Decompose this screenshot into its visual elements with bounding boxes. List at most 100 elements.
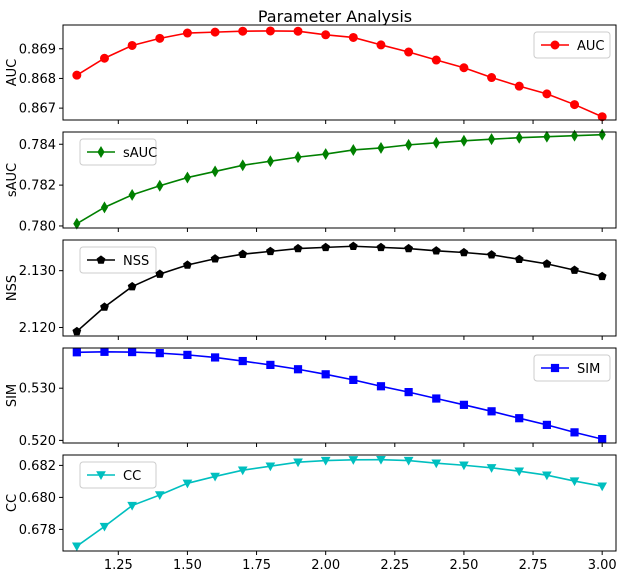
nss-data-point: [542, 259, 552, 268]
sauc-data-point: [211, 165, 219, 178]
cc-series-line: [76, 458, 603, 547]
nss-data-point: [238, 249, 248, 258]
sim-data-point: [349, 375, 358, 384]
y-tick-label: 0.867: [19, 102, 56, 117]
legend-label: SIM: [577, 362, 600, 377]
auc-series-line: [76, 30, 603, 118]
sauc-data-point: [405, 138, 413, 151]
nss-data-point: [183, 260, 192, 269]
nss-data-point: [459, 247, 469, 257]
sim-data-point: [321, 370, 330, 379]
sauc-data-point: [239, 159, 247, 172]
auc-data-point: [514, 81, 524, 91]
nss-data-point: [127, 281, 137, 291]
sauc-data-point: [570, 129, 579, 142]
panels-group: 0.867 0.868 0.869 AUC AUC 0.780 0.782 0.784 sAUC…: [5, 24, 617, 573]
cc-legend: CC: [79, 461, 157, 489]
nss-data-point: [210, 254, 220, 263]
panel-sauc: 0.780 0.782 0.784 sAUC sAUC: [5, 128, 617, 234]
sauc-axis-label: sAUC: [5, 163, 20, 197]
y-tick-label: 0.869: [19, 42, 56, 57]
auc-data-point: [238, 26, 248, 36]
sim-data-point: [570, 428, 579, 437]
sim-data-point: [100, 347, 109, 356]
cc-axes-frame: [62, 454, 617, 552]
nss-data-point: [404, 243, 414, 253]
sauc-data-point: [460, 134, 468, 147]
sauc-data-point: [322, 148, 330, 161]
cc-data-point: [320, 456, 331, 466]
nss-data-point: [72, 326, 82, 336]
auc-data-point: [182, 28, 192, 38]
nss-data-point: [265, 246, 275, 256]
nss-data-point: [100, 302, 109, 311]
auc-data-point: [99, 53, 109, 63]
auc-data-point: [431, 55, 441, 65]
nss-legend: NSS: [79, 246, 157, 274]
cc-data-point: [71, 542, 82, 552]
auc-data-point: [293, 26, 303, 36]
y-tick-label: 0.784: [19, 138, 56, 153]
x-tick-label: 1.75: [242, 558, 271, 573]
auc-data-point: [376, 40, 386, 50]
y-tick-label: 0.520: [19, 434, 56, 449]
nss-data-point: [348, 241, 358, 250]
sim-data-point: [183, 350, 192, 359]
panel-auc: 0.867 0.868 0.869 AUC AUC: [5, 24, 617, 124]
legend-marker: [96, 471, 106, 481]
auc-data-point: [487, 73, 497, 83]
cc-data-point: [182, 479, 193, 489]
cc-data-point: [265, 462, 276, 472]
sim-data-point: [598, 434, 607, 444]
y-tick-label: 0.678: [19, 523, 56, 538]
cc-data-point: [210, 472, 220, 482]
auc-data-point: [72, 70, 82, 80]
legend-box: [79, 138, 157, 166]
nss-data-point: [431, 246, 441, 255]
legend-box: [79, 461, 157, 489]
y-tick-label: 0.682: [19, 459, 56, 474]
y-tick-label: 0.680: [19, 491, 56, 506]
nss-data-point: [514, 254, 524, 264]
cc-data-point: [348, 456, 359, 465]
y-tick-label: 0.868: [19, 72, 56, 87]
sim-data-point: [210, 353, 220, 362]
cc-data-point: [99, 522, 110, 532]
nss-data-point: [487, 250, 496, 259]
legend-marker: [96, 255, 106, 264]
cc-data-point: [542, 471, 552, 481]
nss-data-point: [597, 271, 607, 281]
auc-legend: AUC: [533, 31, 611, 59]
sauc-data-point: [266, 155, 274, 168]
auc-data-point: [570, 100, 580, 110]
nss-data-point: [155, 269, 165, 278]
sim-data-point: [155, 349, 164, 358]
panel-cc: 0.678 0.680 0.682 1.25 1.50 1.75 2.00 2.25 2.50 2…: [5, 454, 617, 573]
sauc-data-point: [156, 179, 164, 192]
legend-box: [79, 246, 157, 274]
y-tick-label: 0.780: [19, 219, 56, 234]
cc-data-point: [459, 461, 469, 471]
nss-data-point: [321, 242, 331, 252]
cc-data-point: [154, 491, 165, 501]
legend-label: NSS: [123, 254, 149, 269]
nss-series-line: [76, 245, 603, 333]
auc-data-point: [155, 33, 165, 43]
auc-axis-label: AUC: [5, 59, 20, 87]
sauc-data-point: [543, 130, 551, 143]
sim-data-point: [515, 414, 524, 423]
sauc-data-point: [294, 151, 302, 164]
cc-data-point: [486, 464, 497, 473]
sauc-data-point: [515, 131, 523, 144]
sim-axes-frame: [62, 347, 617, 444]
legend-label: AUC: [577, 39, 605, 54]
sauc-series-line: [76, 133, 603, 225]
y-tick-label: 2.130: [19, 264, 56, 279]
auc-axes-frame: [62, 24, 617, 121]
auc-data-point: [210, 27, 220, 37]
sim-data-point: [542, 420, 551, 429]
sim-legend: SIM: [533, 354, 611, 382]
